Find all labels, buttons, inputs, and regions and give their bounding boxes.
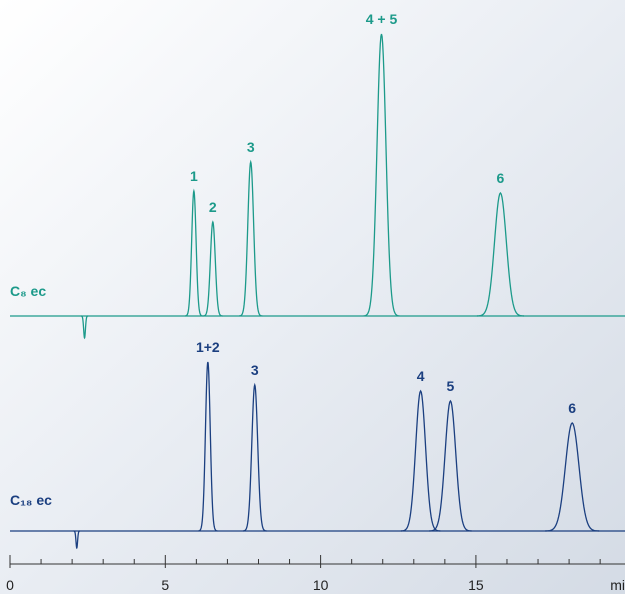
peak (239, 159, 263, 317)
peak-label: 4 + 5 (366, 11, 398, 27)
trace-name: C₁₈ ec (10, 492, 52, 508)
x-tick-label: 5 (161, 577, 169, 593)
peak (73, 530, 80, 550)
peak-label: 2 (209, 199, 217, 215)
peak (184, 188, 203, 317)
peak (363, 33, 400, 317)
x-tick-label: 0 (6, 577, 14, 593)
peak (242, 382, 267, 532)
trace-name: C₈ ec (10, 283, 46, 299)
peak (400, 389, 441, 532)
x-axis-label: mi (610, 577, 625, 593)
peak-label: 6 (497, 170, 505, 186)
peak-label: 6 (568, 400, 576, 416)
peak (80, 315, 89, 340)
x-tick-label: 10 (313, 577, 329, 593)
peak (198, 361, 218, 532)
peak-label: 3 (247, 139, 255, 155)
peak (429, 399, 472, 532)
peak-label: 4 (417, 368, 425, 384)
x-tick-label: 15 (468, 577, 484, 593)
peak (476, 191, 525, 317)
peak-label: 1+2 (196, 339, 220, 355)
peak-label: 3 (251, 362, 259, 378)
peak-label: 5 (447, 378, 455, 394)
peak (203, 220, 223, 317)
peak-label: 1 (190, 168, 198, 184)
peak (545, 422, 600, 532)
